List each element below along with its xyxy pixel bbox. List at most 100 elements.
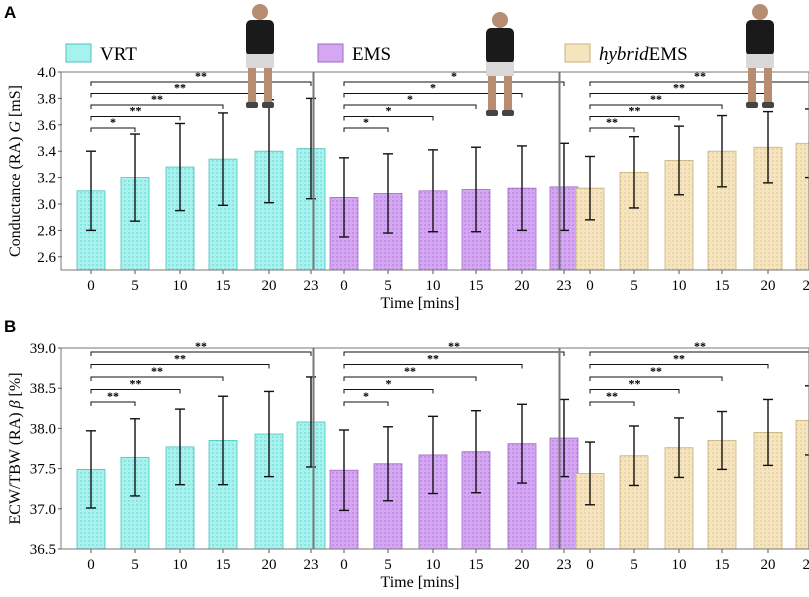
legend-label: hybridEMS (599, 44, 688, 65)
significance-bracket (343, 401, 389, 406)
y-axis-label-part: β (7, 400, 24, 409)
leg-shape (764, 68, 772, 104)
x-tick-label: 5 (131, 557, 139, 573)
leg-shape (248, 68, 256, 104)
significance-bracket (343, 376, 477, 381)
panel-letter-b: B (4, 317, 16, 336)
y-tick-label: 3.8 (37, 91, 56, 107)
panel-frame (559, 71, 809, 271)
x-tick-label: 23 (803, 557, 809, 573)
y-axis-label-part: Conductance (RA) (7, 133, 24, 257)
significance-mark: ** (151, 92, 163, 106)
x-tick-label: 10 (173, 278, 188, 294)
x-tick-label: 10 (426, 557, 441, 573)
significance-bracket (90, 401, 136, 406)
significance-bracket (343, 351, 565, 356)
significance-bracket (343, 364, 523, 369)
significance-mark: ** (195, 339, 207, 353)
significance-mark: ** (694, 339, 706, 353)
significance-mark: ** (130, 104, 142, 118)
significance-bracket (343, 127, 389, 132)
y-tick-label: 36.5 (30, 542, 56, 558)
series-hybridems: ** ** ** ** ** (575, 69, 809, 271)
y-axis-label-part: [%] (7, 372, 24, 400)
x-tick-label: 23 (803, 278, 809, 294)
significance-mark: ** (427, 352, 439, 366)
significance-bracket (589, 351, 809, 356)
significance-bracket (90, 351, 312, 356)
shoe-shape (246, 102, 258, 108)
significance-mark: ** (629, 104, 641, 118)
panel-a: A Conductance (RA) G [mS] 2.6 2.8 3.0 3.2 3.4 3… (4, 3, 809, 312)
panel-letter-a: A (4, 3, 16, 22)
series-vrt: ** ** ** ** ** (76, 339, 326, 550)
x-axis-label: Time [mins] (381, 295, 460, 312)
leg-shape (264, 68, 272, 104)
significance-mark: ** (650, 92, 662, 106)
significance-mark: * (386, 377, 392, 391)
x-tick-label: 20 (761, 278, 776, 294)
y-axis-label-part: G (7, 121, 24, 133)
legend-swatch (317, 43, 344, 63)
x-tick-label: 5 (384, 278, 392, 294)
torso-shape (486, 28, 514, 64)
y-tick-label: 3.4 (37, 144, 56, 160)
x-tick-label: 15 (469, 278, 484, 294)
bar (254, 150, 284, 271)
y-tick-label: 4.0 (37, 65, 56, 81)
shorts-shape (486, 62, 514, 76)
y-axis-label: Conductance (RA) G [mS] (7, 85, 24, 257)
legend-label: EMS (352, 44, 391, 65)
significance-mark: ** (174, 81, 186, 95)
y-tick-label: 38.5 (30, 381, 56, 397)
significance-bracket (589, 364, 769, 369)
x-tick-label: 0 (340, 278, 348, 294)
bar (795, 419, 809, 550)
x-tick-label: 15 (469, 557, 484, 573)
significance-mark: ** (694, 69, 706, 83)
x-tick-label: 20 (262, 557, 277, 573)
significance-mark: ** (606, 115, 618, 129)
x-axis-label: Time [mins] (381, 574, 460, 591)
y-tick-label: 37.0 (30, 502, 56, 518)
head-shape (752, 4, 768, 20)
significance-mark: * (407, 92, 413, 106)
x-tick-label: 23 (304, 557, 319, 573)
significance-bracket (90, 104, 224, 109)
shoe-shape (486, 110, 498, 116)
x-tick-label: 20 (761, 557, 776, 573)
significance-bracket (90, 376, 224, 381)
significance-mark: ** (673, 81, 685, 95)
legend-label: VRT (100, 44, 137, 65)
significance-bracket (90, 364, 270, 369)
panel-frame (60, 347, 314, 550)
x-tick-label: 15 (715, 278, 730, 294)
significance-mark: * (386, 104, 392, 118)
significance-bracket (589, 376, 723, 381)
significance-bracket (90, 81, 312, 86)
x-tick-label: 0 (87, 278, 95, 294)
leg-shape (488, 76, 496, 112)
x-tick-label: 10 (672, 557, 687, 573)
significance-bracket (90, 389, 181, 394)
legend-label-name: EMS (649, 44, 688, 65)
significance-mark: ** (629, 377, 641, 391)
significance-mark: * (451, 69, 457, 83)
shoe-shape (502, 110, 514, 116)
significance-bracket (589, 127, 635, 132)
shoe-shape (262, 102, 274, 108)
x-tick-label: 15 (216, 557, 231, 573)
significance-mark: * (110, 115, 116, 129)
significance-mark: ** (448, 339, 460, 353)
significance-bracket (90, 127, 136, 132)
series-vrt: ********* (76, 69, 326, 271)
significance-mark: ** (130, 377, 142, 391)
x-tick-label: 5 (630, 557, 638, 573)
x-tick-label: 20 (515, 557, 530, 573)
significance-bracket (589, 401, 635, 406)
y-tick-label: 39.0 (30, 341, 56, 357)
torso-shape (246, 20, 274, 56)
series-ems: ******** (329, 339, 579, 550)
leg-shape (748, 68, 756, 104)
legend-swatch (564, 43, 591, 63)
